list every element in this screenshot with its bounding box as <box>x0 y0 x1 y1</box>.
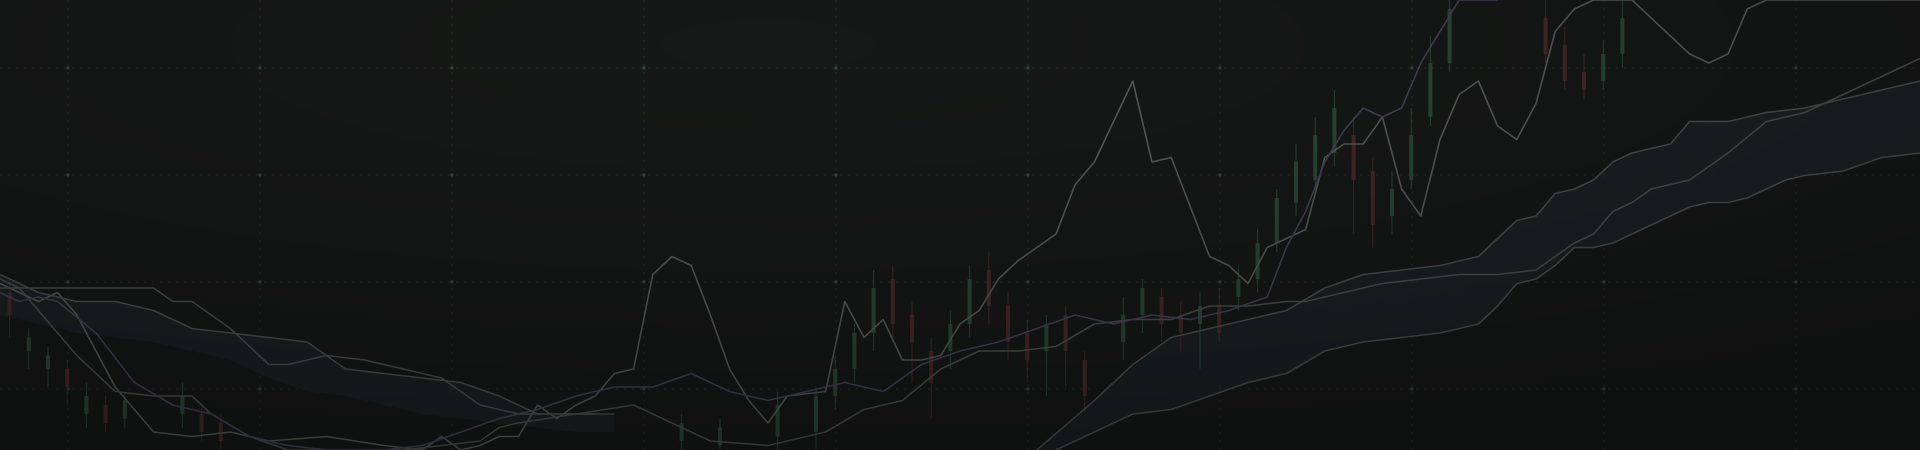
chart <box>0 0 1920 450</box>
vignette <box>0 0 1920 450</box>
chart-canvas <box>0 0 1920 450</box>
